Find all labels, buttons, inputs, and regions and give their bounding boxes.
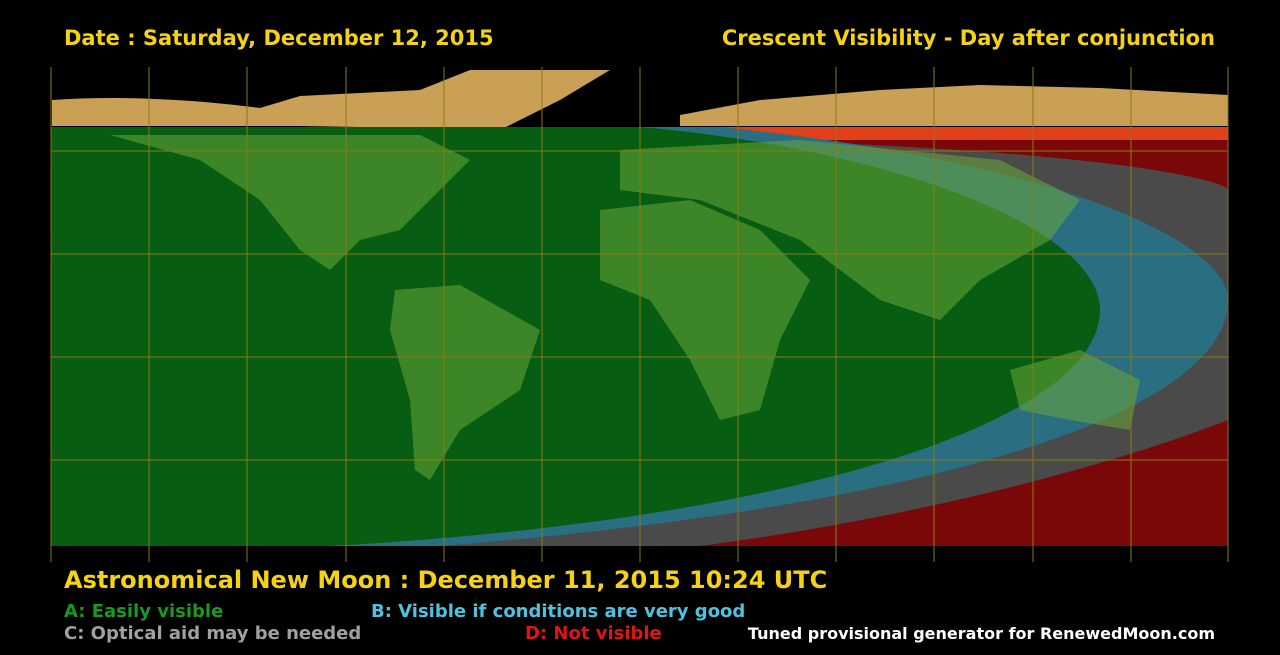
australia [1010, 350, 1140, 430]
title: Crescent Visibility - Day after conjunct… [722, 26, 1215, 50]
new-moon: Astronomical New Moon : December 11, 201… [64, 566, 827, 594]
land [680, 85, 1228, 126]
credit: Tuned provisional generator for RenewedM… [748, 624, 1215, 643]
legend-a: A: Easily visible [64, 601, 223, 622]
legend-b: B: Visible if conditions are very good [371, 601, 745, 622]
land [52, 70, 610, 130]
south-america [390, 285, 540, 480]
legend-c: C: Optical aid may be needed [64, 623, 361, 644]
zone-d-land [700, 127, 1228, 140]
africa [600, 200, 810, 420]
date: Date : Saturday, December 12, 2015 [64, 26, 494, 50]
map [50, 67, 1229, 562]
grid [50, 67, 1229, 562]
north-america [110, 135, 470, 270]
eurasia [620, 140, 1080, 320]
legend-d: D: Not visible [525, 623, 662, 644]
continents [110, 135, 1140, 480]
